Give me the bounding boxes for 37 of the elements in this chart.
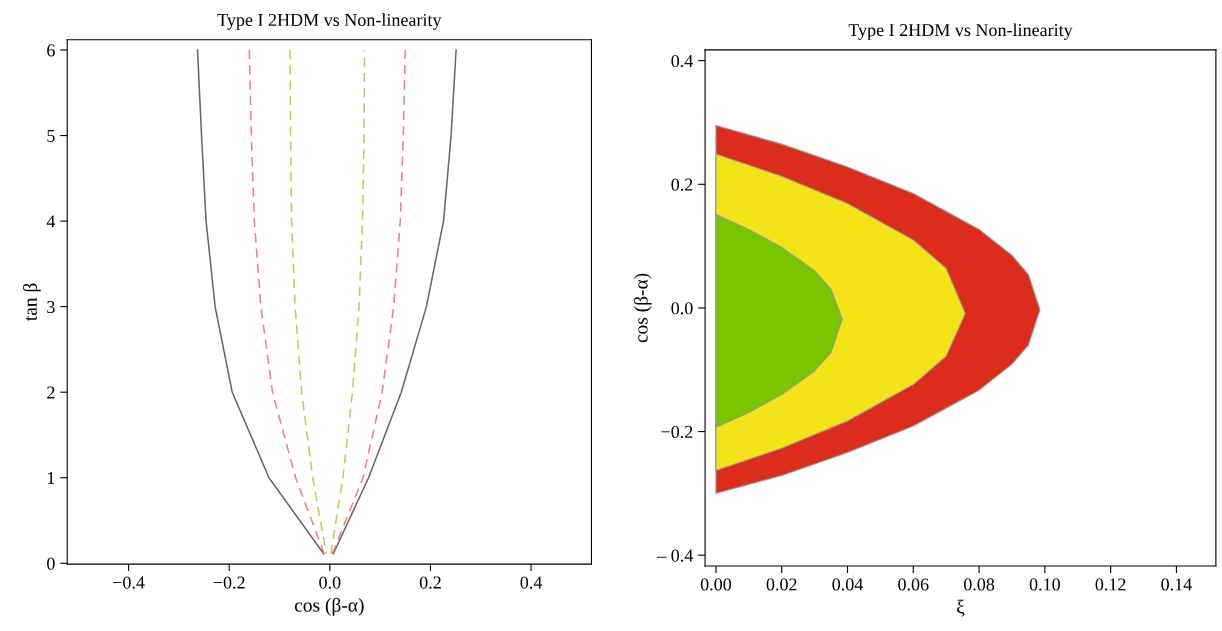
x-tick-label: 0.14	[1161, 578, 1192, 591]
y-tick-label: 0.4	[671, 54, 694, 68]
y-tick-label: 0	[47, 557, 55, 570]
x-tick-label: −0.4	[113, 576, 145, 589]
x-tick-label: 0.02	[766, 578, 797, 591]
y-tick-label: 4	[46, 215, 56, 228]
line-series	[331, 49, 407, 555]
x-tick-label: 0.04	[832, 578, 864, 591]
line-series	[289, 49, 328, 555]
x-tick-label: 0.4	[520, 576, 543, 589]
x-tick-label: 0.10	[1029, 578, 1060, 591]
line-series	[196, 49, 325, 555]
x-tick-label: 0.08	[963, 578, 995, 591]
y-tick-label: 0.2	[671, 178, 693, 191]
x-tick-label: 0.0	[319, 576, 341, 589]
x-tick-label: 0.00	[700, 578, 732, 591]
y-axis-title: tan β	[22, 283, 41, 321]
x-axis-title: ξ	[957, 599, 965, 617]
y-tick-label: 1	[47, 472, 55, 484]
line-series	[330, 49, 366, 555]
x-axis-title: cos (β-α)	[294, 597, 364, 616]
x-tick-label: 0.2	[419, 576, 441, 589]
line-series	[248, 49, 326, 555]
y-tick-label: 0.0	[671, 302, 693, 315]
x-tick-label: 0.12	[1095, 578, 1126, 591]
y-tick-label: −0.2	[661, 425, 693, 439]
y-tick-label: 3	[47, 300, 55, 314]
x-tick-label: 0.06	[898, 578, 929, 591]
y-tick-label: – 0.4	[657, 549, 694, 562]
y-tick-label: 2	[47, 386, 55, 399]
y-tick-label: 6	[47, 44, 55, 57]
chart-title: Type I 2HDM vs Non-linearity	[848, 23, 1073, 40]
line-series	[332, 49, 457, 555]
y-tick-label: 5	[47, 130, 55, 142]
y-axis-title: cos (β-α)	[633, 273, 652, 343]
chart-title: Type I 2HDM vs Non-linearity	[217, 13, 442, 30]
x-tick-label: −0.2	[213, 576, 245, 589]
